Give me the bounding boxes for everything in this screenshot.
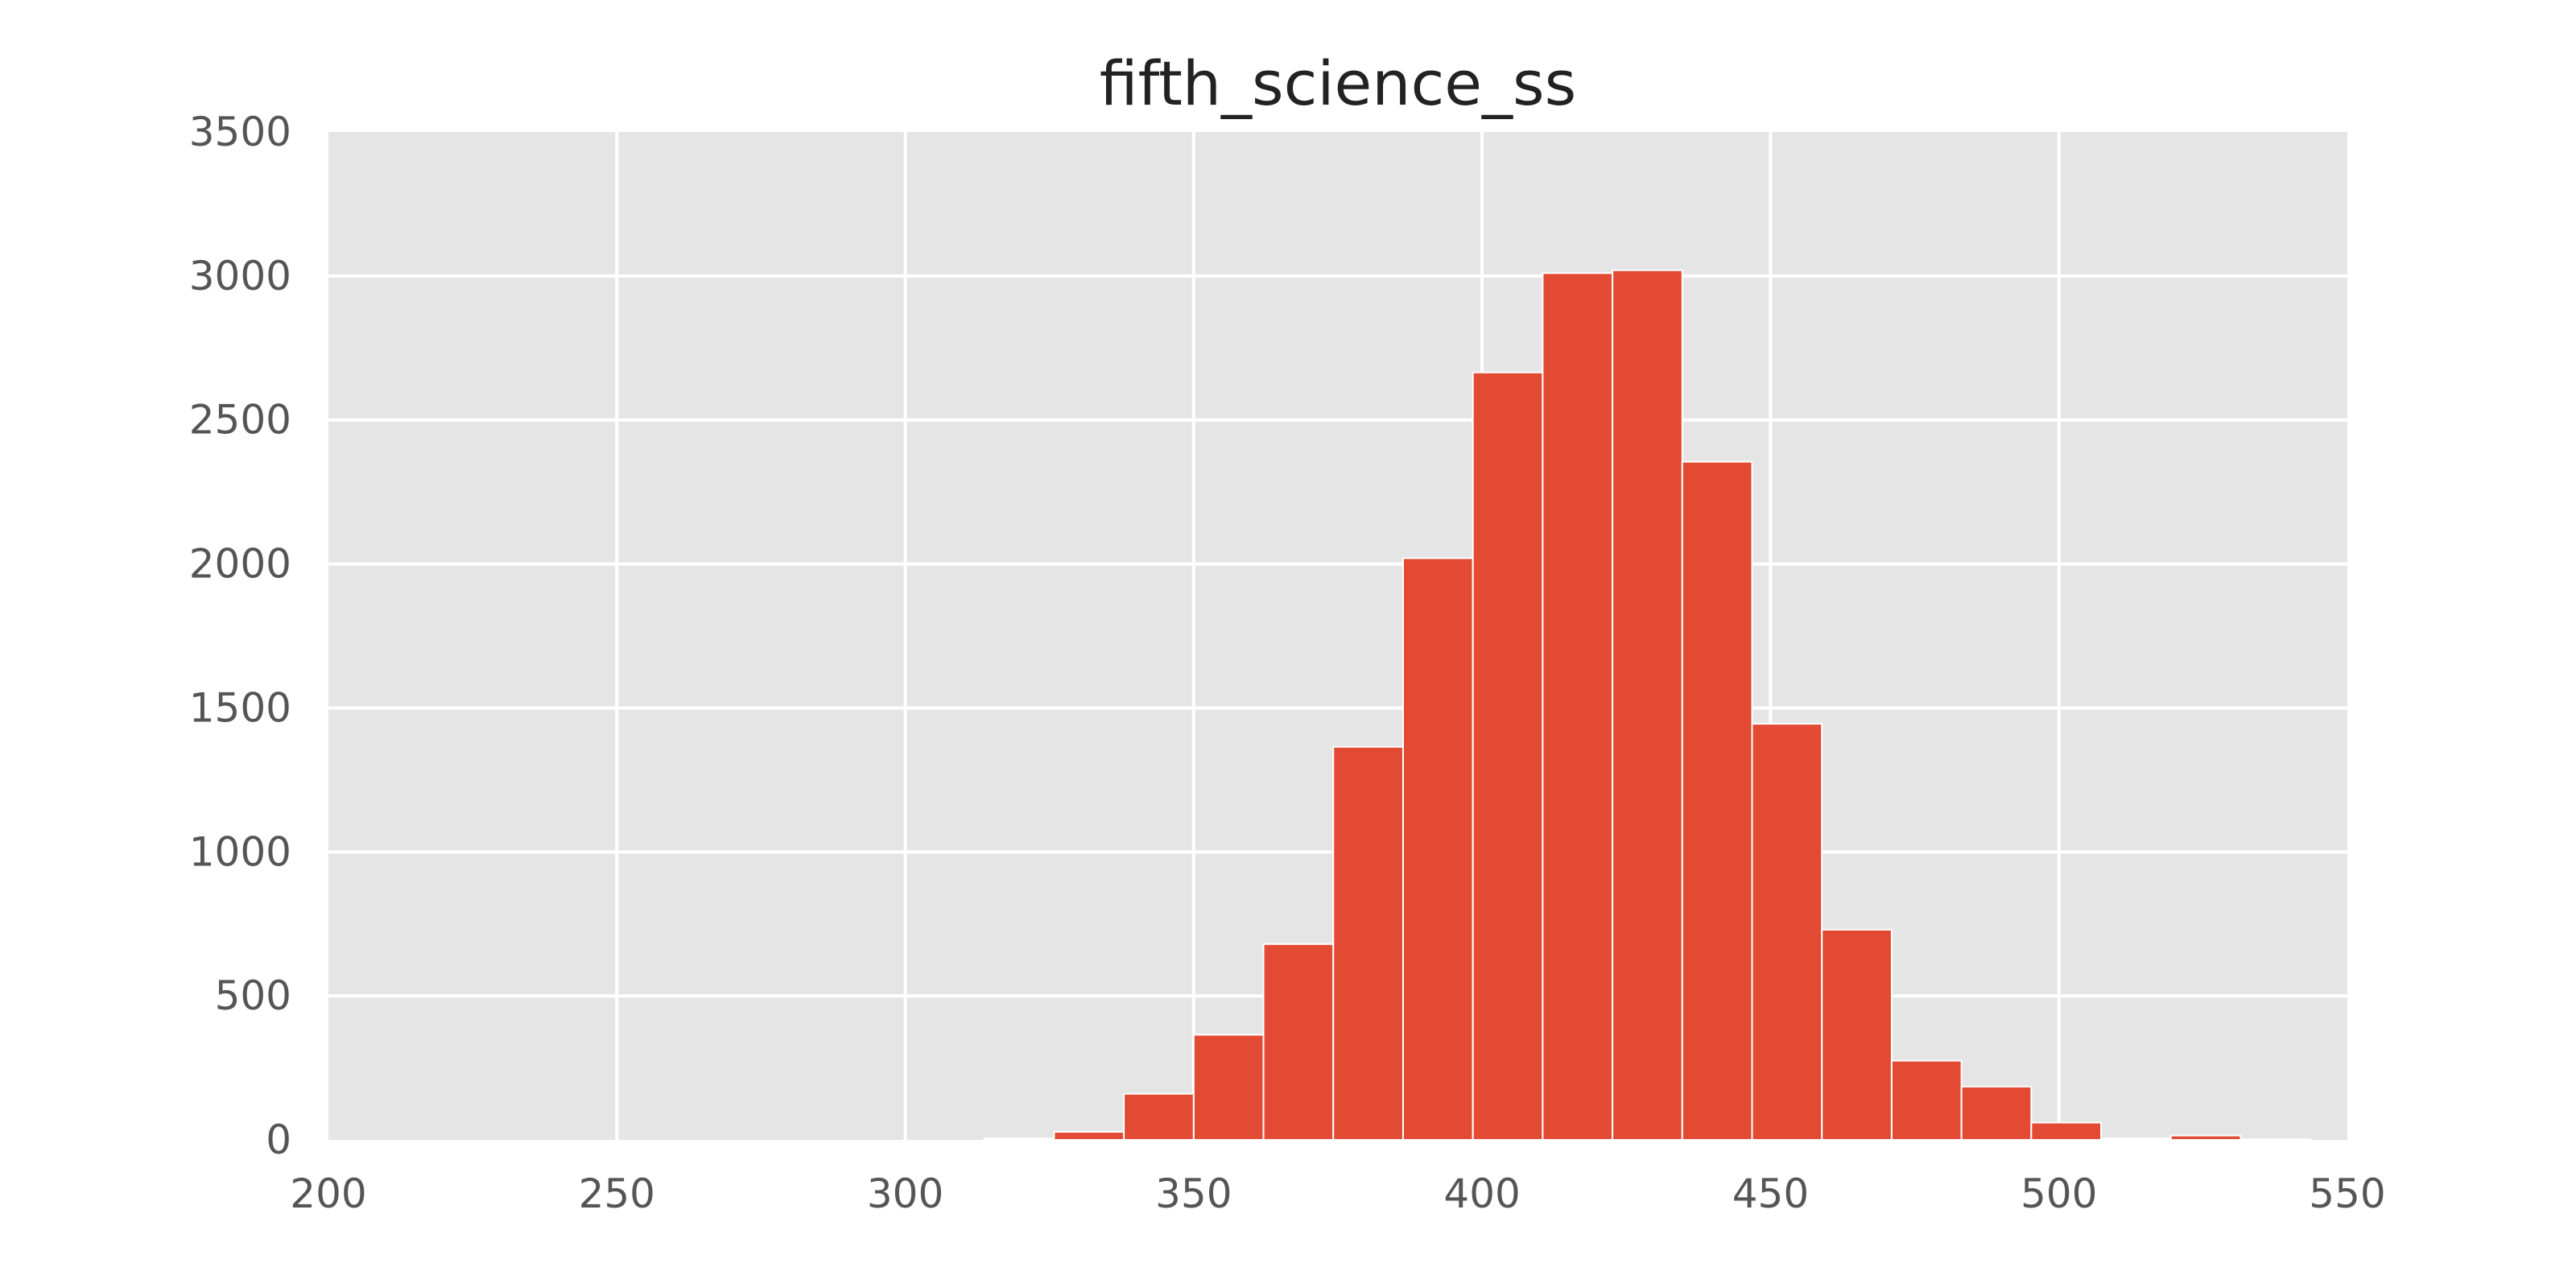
x-tick-label-450: 450	[1732, 1170, 1809, 1217]
histogram-bar-12	[1751, 723, 1823, 1141]
x-axis-ticks: 200 250 300 350 400 450 500 550	[290, 1170, 2385, 1217]
histogram-bar-16	[2030, 1121, 2103, 1141]
histogram-bar-10	[1612, 269, 1683, 1141]
x-tick-label-200: 200	[290, 1170, 366, 1217]
chart-title: fifth_science_ss	[1100, 47, 1576, 119]
x-tick-label-250: 250	[579, 1170, 655, 1217]
histogram-bar-13	[1821, 928, 1893, 1141]
histogram-bar-15	[1960, 1085, 2033, 1141]
histogram-bar-18	[2169, 1134, 2242, 1141]
y-tick-label-2000: 2000	[189, 541, 291, 588]
y-tick-label-1000: 1000	[189, 828, 291, 875]
x-tick-label-350: 350	[1155, 1170, 1232, 1217]
histogram-bar-2	[1053, 1130, 1125, 1141]
histogram-bar-6	[1332, 745, 1404, 1141]
y-tick-label-3000: 3000	[189, 253, 291, 299]
histogram-bars	[983, 269, 2312, 1141]
y-axis-ticks: 0 500 1000 1500 2000 2500 3000 3500	[189, 109, 291, 1163]
histogram-bar-9	[1542, 272, 1614, 1141]
histogram-bar-19	[2240, 1138, 2312, 1141]
y-tick-label-500: 500	[215, 972, 291, 1019]
x-tick-label-400: 400	[1443, 1170, 1520, 1217]
histogram-bar-3	[1123, 1092, 1195, 1141]
histogram-bar-17	[2100, 1137, 2172, 1141]
y-tick-label-2500: 2500	[189, 397, 291, 444]
x-tick-label-300: 300	[867, 1170, 943, 1217]
x-tick-label-550: 550	[2309, 1170, 2385, 1217]
y-tick-label-1500: 1500	[189, 684, 291, 731]
histogram-bar-11	[1681, 460, 1753, 1141]
y-tick-label-0: 0	[266, 1117, 291, 1163]
x-tick-label-500: 500	[2021, 1170, 2097, 1217]
y-tick-label-3500: 3500	[189, 109, 291, 155]
grid-lines	[328, 132, 2347, 1140]
histogram-bar-5	[1262, 943, 1335, 1141]
histogram-bar-7	[1402, 557, 1474, 1141]
histogram-bar-8	[1472, 371, 1544, 1141]
histogram-bar-14	[1890, 1059, 1963, 1141]
histogram-bar-1	[983, 1137, 1055, 1141]
histogram-bar-4	[1192, 1034, 1265, 1141]
